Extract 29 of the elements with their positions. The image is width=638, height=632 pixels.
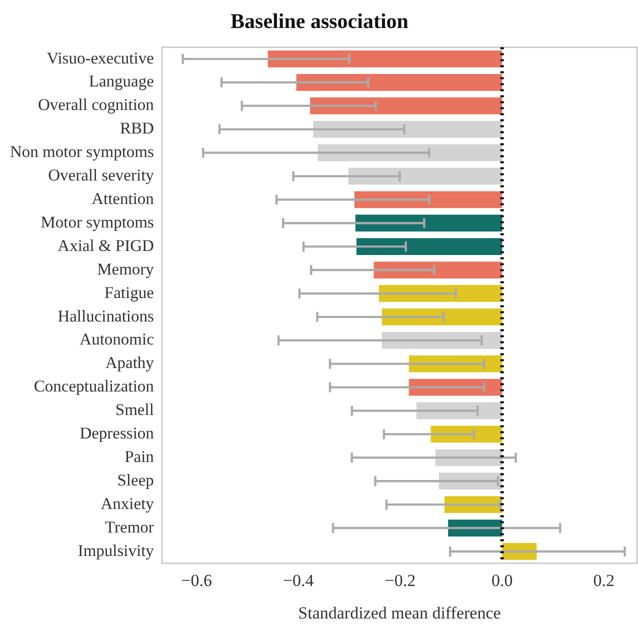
y-tick-label: Apathy: [105, 353, 155, 372]
y-tick-label: Hallucinations: [58, 306, 154, 326]
x-tick-label: −0.6: [181, 570, 212, 590]
y-tick-label: Tremor: [105, 517, 154, 536]
x-tick-label: 0.0: [491, 570, 513, 590]
y-tick-label: Anxiety: [100, 494, 155, 513]
y-tick-label: Motor symptoms: [40, 212, 154, 232]
x-tick-label: 0.2: [593, 570, 615, 590]
y-tick-label: Smell: [115, 400, 154, 420]
y-tick-label: Autonomic: [80, 330, 154, 349]
y-tick-label: Depression: [80, 424, 154, 443]
y-tick-label: Memory: [97, 259, 155, 278]
y-tick-label: Overall cognition: [38, 95, 154, 114]
y-tick-label: Fatigue: [104, 282, 154, 302]
y-tick-label: Sleep: [117, 470, 154, 490]
x-axis-title: Standardized mean difference: [298, 603, 501, 622]
y-tick-label: Impulsivity: [78, 540, 155, 560]
x-tick-label: −0.4: [282, 570, 314, 590]
x-tick-label: −0.2: [384, 570, 416, 590]
chart-title: Baseline association: [230, 9, 409, 34]
y-tick-label: Axial & PIGD: [58, 236, 154, 255]
y-tick-label: Overall severity: [48, 166, 155, 185]
y-tick-label: RBD: [120, 118, 154, 138]
y-tick-label: Non motor symptoms: [10, 142, 154, 162]
y-tick-label: Language: [88, 72, 154, 91]
y-tick-label: Pain: [124, 446, 154, 466]
y-tick-label: Conceptualization: [34, 376, 154, 396]
y-tick-label: Visuo-executive: [46, 48, 154, 68]
y-tick-label: Attention: [92, 188, 154, 208]
